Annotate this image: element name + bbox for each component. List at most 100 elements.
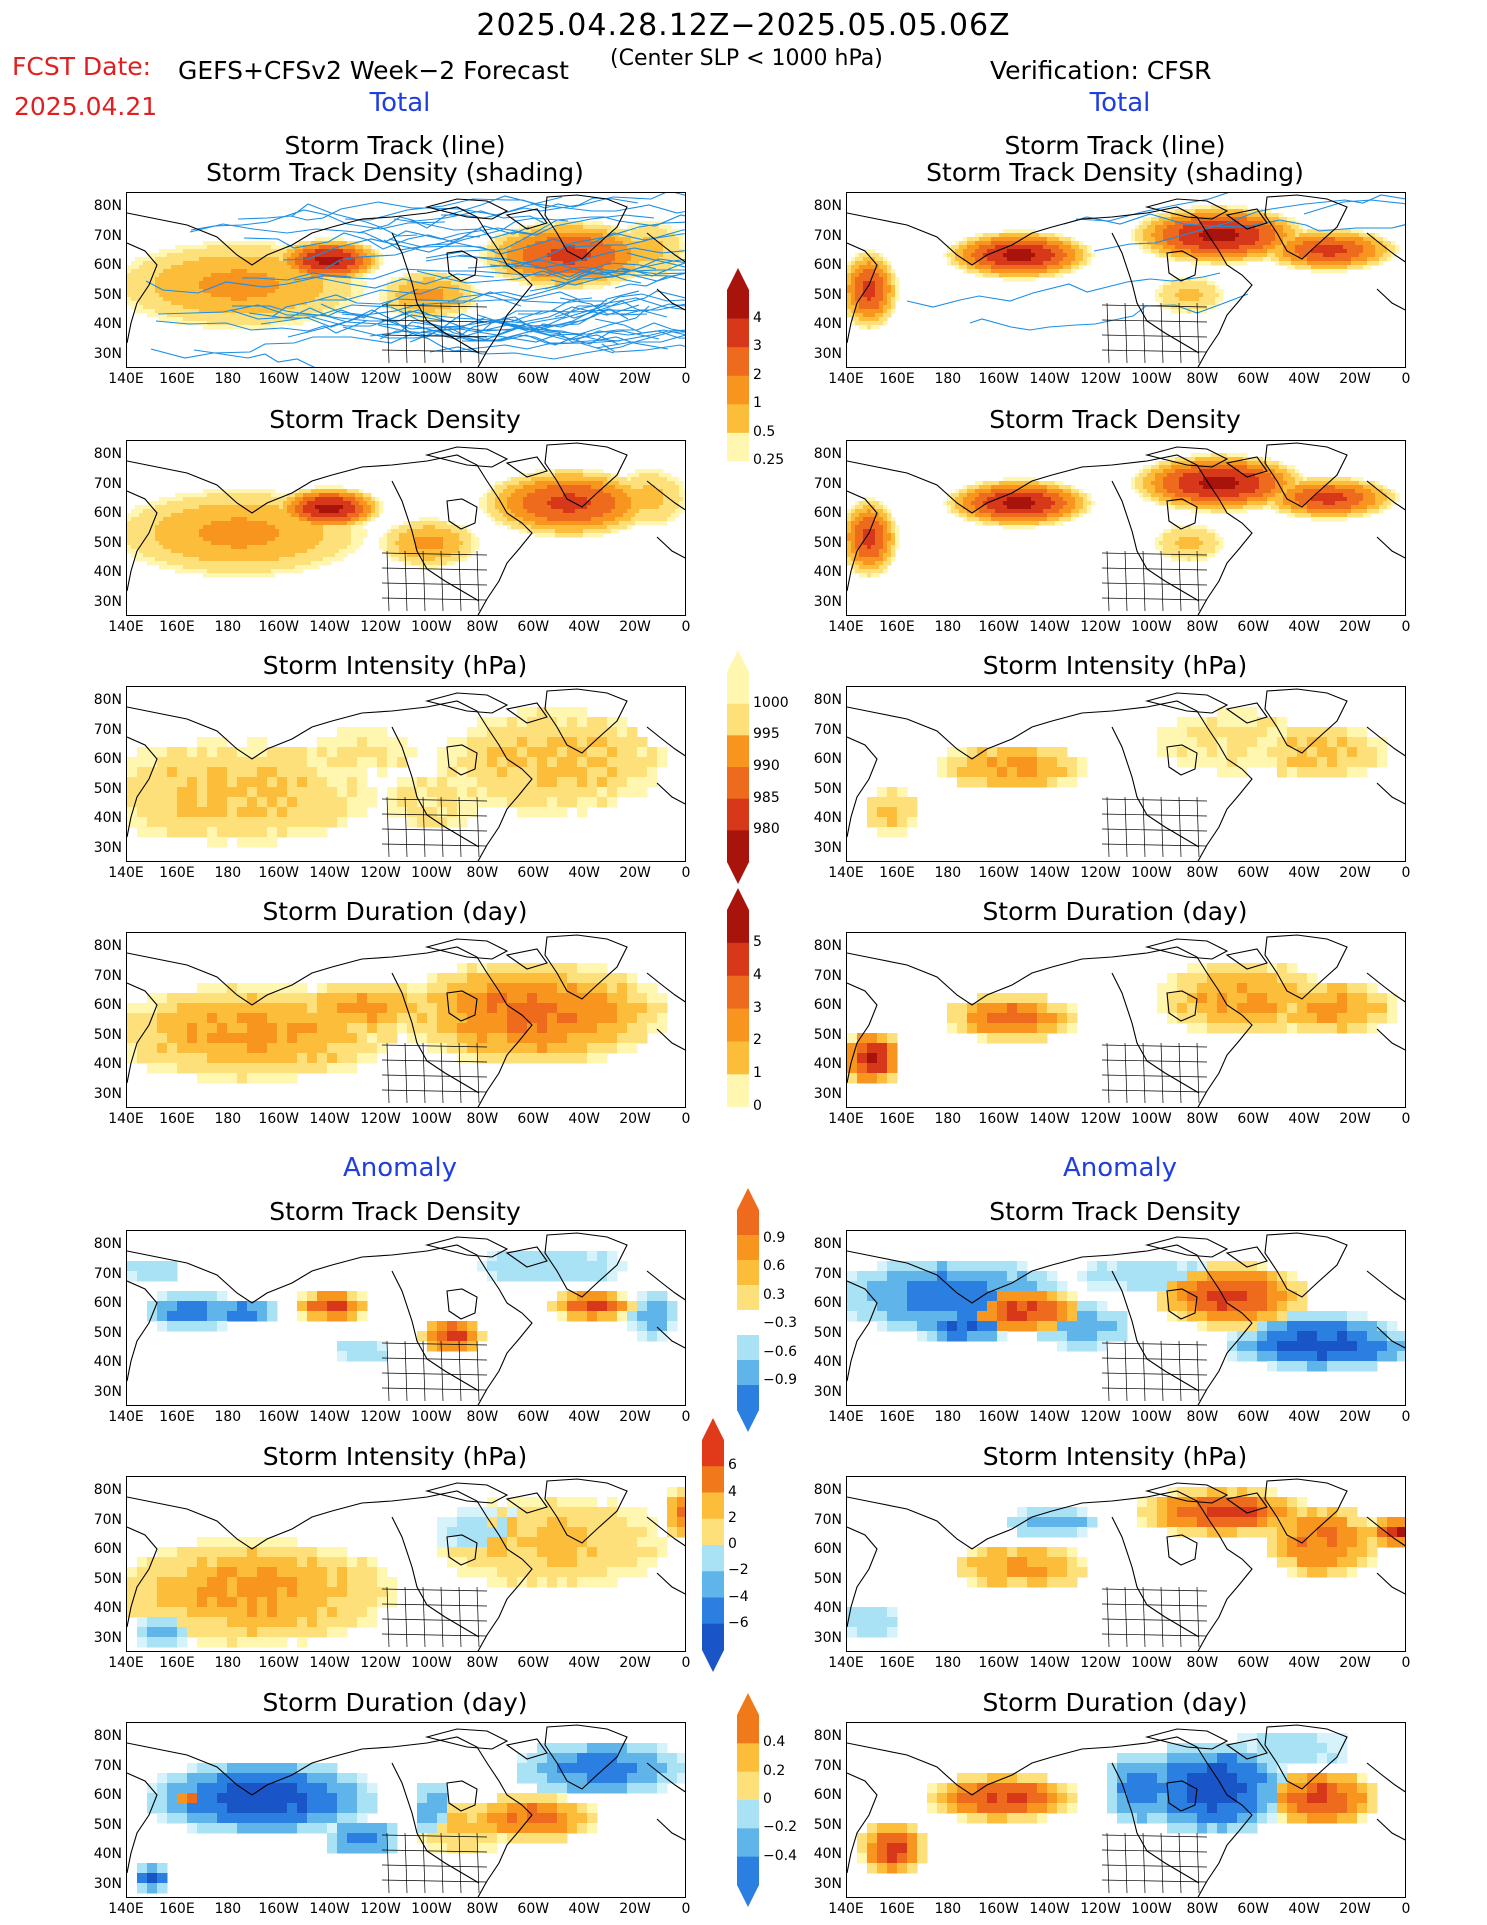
lon-label: 160W xyxy=(258,1655,299,1671)
lon-label: 120W xyxy=(360,619,401,635)
lat-label: 80N xyxy=(813,938,842,954)
lon-label: 60W xyxy=(517,1655,550,1671)
section-anomaly-right: Anomaly xyxy=(1062,1153,1178,1183)
lat-label: 30N xyxy=(93,839,122,856)
lon-label: 60W xyxy=(517,371,550,387)
lon-label: 60W xyxy=(1237,1111,1270,1127)
map-svg xyxy=(847,934,1405,1107)
lon-label: 160W xyxy=(978,619,1019,635)
lon-label: 160E xyxy=(879,619,915,635)
lat-label: 50N xyxy=(813,286,842,303)
lat-label: 80N xyxy=(813,446,842,462)
lon-label: 80W xyxy=(1186,1409,1219,1425)
fcst-label: FCST Date: xyxy=(12,52,152,81)
section-total-left: Total xyxy=(369,88,431,118)
colorbar-intensity-total xyxy=(727,650,749,884)
colorbar-label: 4 xyxy=(753,309,762,326)
lon-label: 160W xyxy=(978,1901,1019,1917)
lat-label: 50N xyxy=(93,780,122,797)
lon-label: 140E xyxy=(108,371,144,387)
lon-label: 20W xyxy=(619,371,651,387)
lon-label: 0 xyxy=(1401,1901,1411,1917)
lat-label: 50N xyxy=(813,1816,842,1833)
lat-label: 80N xyxy=(813,1728,842,1744)
lon-label: 60W xyxy=(517,619,550,635)
colorbar-label: 3 xyxy=(753,338,762,355)
lon-label: 140W xyxy=(309,1901,350,1917)
lon-label: 160W xyxy=(978,1655,1019,1671)
map-panel-int_L xyxy=(126,686,686,862)
slp-threshold: (Center SLP < 1000 hPa) xyxy=(610,46,883,71)
lon-label: 140E xyxy=(108,865,144,881)
lat-label: 40N xyxy=(93,1354,122,1370)
colorbar-intensity-anom xyxy=(702,1418,724,1672)
map-panel-adens_L xyxy=(126,1230,686,1406)
lat-label: 30N xyxy=(93,593,122,610)
colorbar-label: 0 xyxy=(728,1536,737,1552)
lat-label: 50N xyxy=(93,286,122,303)
lat-label: 60N xyxy=(813,1295,842,1311)
map-panel-int_R xyxy=(846,686,1406,862)
lat-label: 50N xyxy=(813,1026,842,1043)
title-anom-duration-left: Storm Duration (day) xyxy=(262,1688,528,1717)
lon-label: 0 xyxy=(1401,371,1411,387)
lon-label: 160W xyxy=(258,619,299,635)
lat-label: 40N xyxy=(93,1600,122,1616)
lat-label: 80N xyxy=(93,1728,122,1744)
lon-label: 20W xyxy=(619,1655,651,1671)
lon-label: 160E xyxy=(879,1111,915,1127)
lon-label: 40W xyxy=(1288,1111,1320,1127)
lat-label: 60N xyxy=(813,751,842,767)
lon-label: 60W xyxy=(1237,1901,1270,1917)
lon-label: 100W xyxy=(411,865,452,881)
model-label: GEFS+CFSv2 Week−2 Forecast xyxy=(178,56,569,85)
colorbar-label: −4 xyxy=(728,1588,749,1605)
lon-label: 100W xyxy=(1131,1901,1172,1917)
lon-label: 120W xyxy=(360,1111,401,1127)
lon-label: 0 xyxy=(1401,619,1411,635)
lon-label: 80W xyxy=(1186,1655,1219,1671)
section-anomaly-left: Anomaly xyxy=(342,1153,458,1183)
lon-label: 180 xyxy=(214,1409,242,1425)
section-total-right: Total xyxy=(1089,88,1151,118)
lon-label: 140W xyxy=(309,619,350,635)
colorbar-label: 985 xyxy=(753,789,780,806)
title-intensity-right: Storm Intensity (hPa) xyxy=(982,651,1248,680)
lat-label: 70N xyxy=(813,475,842,492)
lat-label: 60N xyxy=(93,505,122,521)
lon-label: 20W xyxy=(1339,619,1371,635)
lat-label: 30N xyxy=(813,345,842,362)
title-density-left: Storm Track Density xyxy=(269,405,521,434)
lon-label: 140W xyxy=(1029,619,1070,635)
lat-label: 80N xyxy=(813,1482,842,1498)
map-svg xyxy=(127,1478,685,1651)
map-panel-adur_L xyxy=(126,1722,686,1898)
map-svg xyxy=(847,193,1405,367)
colorbar-label: 5 xyxy=(753,933,762,950)
lon-label: 20W xyxy=(619,619,651,635)
title-track-shading-left: Storm Track Density (shading) xyxy=(206,158,584,187)
lon-label: 160E xyxy=(879,865,915,881)
lon-label: 140W xyxy=(309,1409,350,1425)
lat-label: 30N xyxy=(93,1629,122,1646)
lon-label: 60W xyxy=(1237,619,1270,635)
colorbar-label: 2 xyxy=(728,1509,737,1526)
lat-label: 40N xyxy=(813,1846,842,1862)
lat-label: 40N xyxy=(813,1354,842,1370)
lon-label: 80W xyxy=(466,371,499,387)
lon-label: 140E xyxy=(108,1655,144,1671)
lat-label: 70N xyxy=(93,227,122,244)
lon-label: 60W xyxy=(517,865,550,881)
lat-label: 50N xyxy=(93,1816,122,1833)
lon-label: 180 xyxy=(214,371,242,387)
lon-label: 140E xyxy=(828,1409,864,1425)
lon-label: 60W xyxy=(1237,865,1270,881)
map-svg xyxy=(127,1724,685,1897)
lon-label: 160W xyxy=(258,1409,299,1425)
lon-label: 140W xyxy=(1029,1901,1070,1917)
lon-label: 140W xyxy=(1029,1655,1070,1671)
lon-label: 160W xyxy=(978,371,1019,387)
lon-label: 60W xyxy=(517,1111,550,1127)
lon-label: 60W xyxy=(517,1409,550,1425)
title-intensity-left: Storm Intensity (hPa) xyxy=(262,651,528,680)
